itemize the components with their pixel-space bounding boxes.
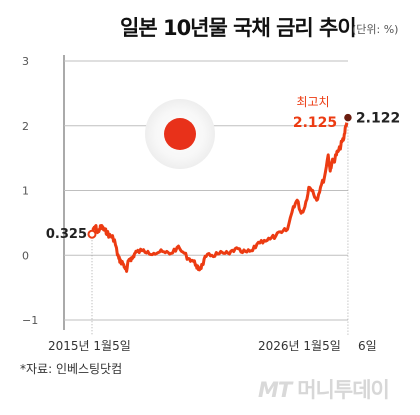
peak-value-label: 2.125 <box>293 115 337 131</box>
y-tick-label: 0 <box>22 249 29 262</box>
annotation-texts: 0.325 최고치 2.125 2.122 <box>46 95 400 242</box>
peak-title-label: 최고치 <box>296 95 329 109</box>
y-tick-labels: 3 2 1 0 −1 <box>22 55 38 327</box>
japan-flag-icon <box>145 99 215 169</box>
brand-name: 머니투데이 <box>297 378 390 402</box>
unit-label: (단위: %) <box>352 23 399 36</box>
brand-logo-mt: MT <box>258 378 292 402</box>
start-marker <box>87 229 97 239</box>
brand-watermark: MT 머니투데이 <box>258 374 390 404</box>
markers <box>87 112 354 239</box>
x-tick-label-start: 2015년 1월5일 <box>48 339 131 353</box>
series-line-jgb-10y <box>90 116 350 273</box>
peak-marker <box>342 112 354 123</box>
page-title: 일본 10년물 국채 금리 추이 <box>120 16 357 40</box>
x-tick-label-last: 6일 <box>358 339 377 353</box>
x-tick-labels: 2015년 1월5일 2026년 1월5일 6일 <box>48 339 377 353</box>
last-value-label: 2.122 <box>356 111 400 127</box>
source-note: *자료: 인베스팅닷컴 <box>20 362 123 376</box>
y-tick-label: 2 <box>22 120 29 133</box>
y-tick-label: 3 <box>22 55 29 68</box>
start-value-label: 0.325 <box>46 227 87 242</box>
y-tick-label: 1 <box>22 185 29 198</box>
x-tick-label-end: 2026년 1월5일 <box>258 339 341 353</box>
x-guides <box>91 117 349 336</box>
y-tick-label: −1 <box>22 314 38 327</box>
